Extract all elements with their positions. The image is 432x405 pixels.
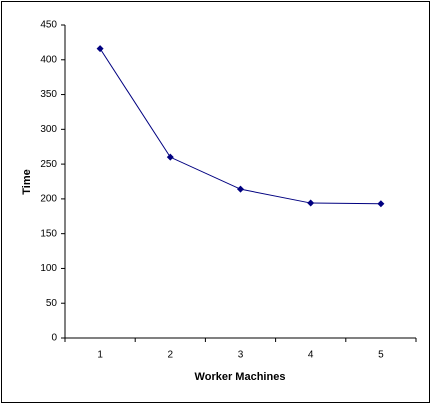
marker [307, 199, 315, 207]
x-tick-label: 5 [378, 350, 384, 361]
y-tick-label: 400 [40, 54, 57, 65]
x-tick-label: 2 [168, 350, 174, 361]
y-tick-label: 250 [40, 159, 57, 170]
y-tick-label: 50 [46, 298, 58, 309]
y-axis-title: Time [21, 169, 33, 194]
y-tick-label: 150 [40, 228, 57, 239]
y-tick-label: 450 [40, 20, 57, 31]
x-tick-label: 3 [238, 350, 244, 361]
marker [96, 45, 104, 53]
x-axis-title: Worker Machines [195, 371, 286, 383]
y-tick-label: 300 [40, 124, 57, 135]
y-tick-label: 200 [40, 194, 57, 205]
marker [377, 200, 385, 208]
x-tick-label: 4 [308, 350, 314, 361]
y-tick-label: 100 [40, 263, 57, 274]
y-tick-label: 0 [51, 333, 57, 344]
x-tick-label: 1 [97, 350, 103, 361]
marker [166, 153, 174, 161]
marker [237, 185, 244, 193]
y-tick-label: 350 [40, 89, 57, 100]
